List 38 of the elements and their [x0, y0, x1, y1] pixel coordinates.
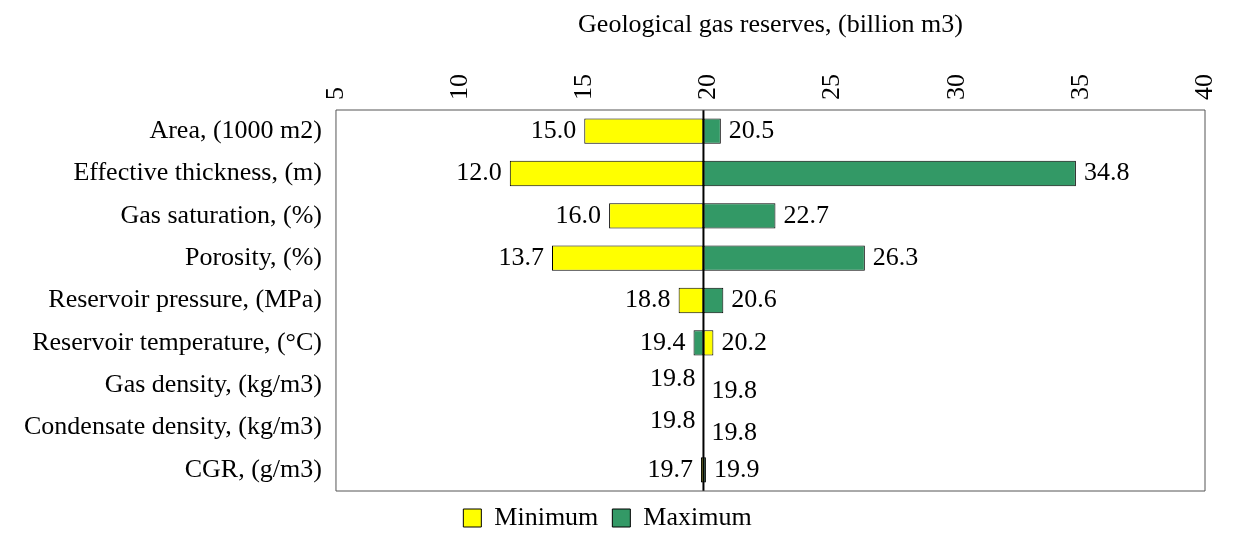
data-label: 20.5 — [728, 114, 775, 144]
data-label: 22.7 — [783, 199, 829, 229]
y-tick-label: Gas saturation, (%) — [120, 199, 322, 229]
y-tick-label: Reservoir temperature, (°C) — [32, 326, 322, 356]
data-label: 16.0 — [555, 199, 602, 229]
text: 19.8 — [649, 405, 696, 435]
y-tick-label: Condensate density, (kg/m3) — [24, 411, 322, 441]
data-label: 26.3 — [872, 241, 919, 271]
y-tick-label: Area, (1000 m2) — [149, 114, 322, 144]
x-tick-label: 10 — [443, 74, 473, 100]
x-tick-label: 20 — [692, 74, 722, 100]
data-label: 19.7 — [647, 453, 693, 483]
x-tick-label: 5 — [319, 87, 349, 100]
legend-label: Minimum — [494, 501, 599, 531]
x-tick-label: 30 — [940, 74, 970, 100]
data-label: 13.7 — [498, 241, 544, 271]
data-label: 20.6 — [731, 284, 777, 314]
data-label: 15.0 — [530, 114, 577, 144]
data-label: 19.4 — [640, 326, 686, 356]
y-tick-label: Reservoir pressure, (MPa) — [48, 284, 322, 314]
x-tick-label: 15 — [568, 74, 598, 100]
y-tick-label: CGR, (g/m3) — [184, 453, 322, 483]
x-tick-label: 40 — [1188, 74, 1218, 100]
data-label: 18.8 — [625, 284, 671, 314]
legend-label: Maximum — [643, 501, 752, 531]
x-axis-title: Geological gas reserves, (billion m3) — [578, 9, 963, 39]
text: 19.8 — [649, 362, 696, 392]
y-tick-label: Gas density, (kg/m3) — [104, 368, 322, 398]
data-label: 34.8 — [1083, 157, 1130, 187]
x-tick-label: 35 — [1064, 74, 1094, 100]
data-label: 20.2 — [721, 326, 767, 356]
data-label: 19.9 — [713, 453, 760, 483]
data-label: 12.0 — [456, 157, 502, 187]
y-tick-label: Effective thickness, (m) — [73, 157, 322, 187]
y-tick-label: Porosity, (%) — [185, 241, 322, 271]
text: 19.8 — [711, 374, 757, 404]
text: 19.8 — [711, 417, 757, 447]
x-tick-label: 25 — [816, 74, 846, 100]
